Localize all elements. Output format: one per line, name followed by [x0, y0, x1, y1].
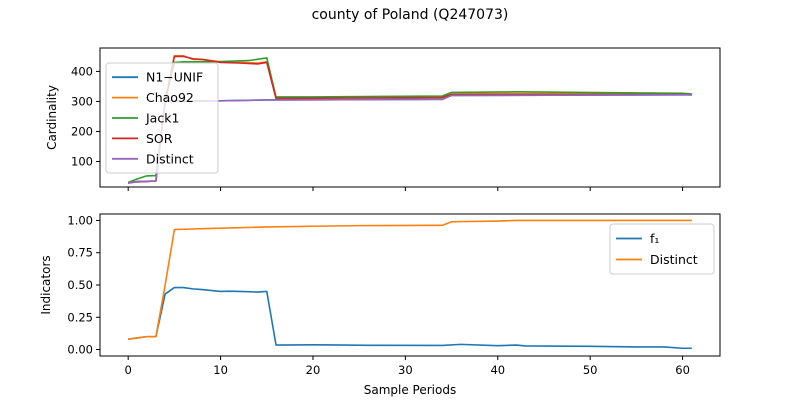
- indicators-panel: 0 10 20 30 40 50 60 0.00 0.25 0.50 0.75 1.00 Indicat…: [39, 213, 721, 397]
- legend-label: SOR: [146, 131, 173, 146]
- axes-frame: [99, 47, 721, 188]
- series-line-distinct: [128, 94, 692, 184]
- x-tick-label: 30: [398, 363, 413, 377]
- legend-box: [105, 62, 219, 174]
- legend: N1−UNIF Chao92 Jack1 SOR Distinct: [105, 62, 219, 174]
- y-tick-label: 1.00: [67, 213, 93, 227]
- y-axis-label: Indicators: [39, 255, 53, 314]
- y-tick-label: 400: [71, 64, 93, 78]
- y-tick-label: 0.50: [67, 278, 93, 292]
- y-tick-label: 300: [71, 94, 93, 108]
- y-tick-label: 0.25: [67, 310, 93, 324]
- y-axis-label: Cardinality: [45, 85, 59, 150]
- x-tick-label: 60: [675, 363, 690, 377]
- x-tick-label: 40: [490, 363, 505, 377]
- series-line-jack1: [127, 57, 692, 184]
- figure-title: county of Poland (Q247073): [312, 7, 509, 23]
- series-line-f: [128, 286, 692, 350]
- legend-label: Distinct: [650, 252, 698, 267]
- x-tick-label: 0: [125, 363, 132, 377]
- legend-label: Jack1: [145, 111, 179, 126]
- x-tick-label: 10: [213, 363, 228, 377]
- y-tick-label: 100: [71, 154, 93, 168]
- legend-label: f₁: [650, 231, 659, 246]
- y-tick-label: 0.00: [67, 343, 93, 357]
- cardinality-panel: 100 200 300 400 Cardinality N1−UNIF Chao92 Jack…: [45, 47, 721, 191]
- x-tick-label: 20: [306, 363, 321, 377]
- legend-label: Distinct: [146, 151, 194, 166]
- y-tick-label: 0.75: [67, 246, 93, 260]
- x-axis-label: Sample Periods: [364, 383, 456, 397]
- legend-label: N1−UNIF: [146, 70, 203, 85]
- series-line-distinct: [128, 219, 692, 341]
- legend-box: [609, 223, 715, 275]
- y-tick-label: 200: [71, 124, 93, 138]
- legend-label: Chao92: [146, 90, 194, 105]
- legend: f₁ Distinct: [609, 223, 715, 275]
- x-tick-label: 50: [583, 363, 598, 377]
